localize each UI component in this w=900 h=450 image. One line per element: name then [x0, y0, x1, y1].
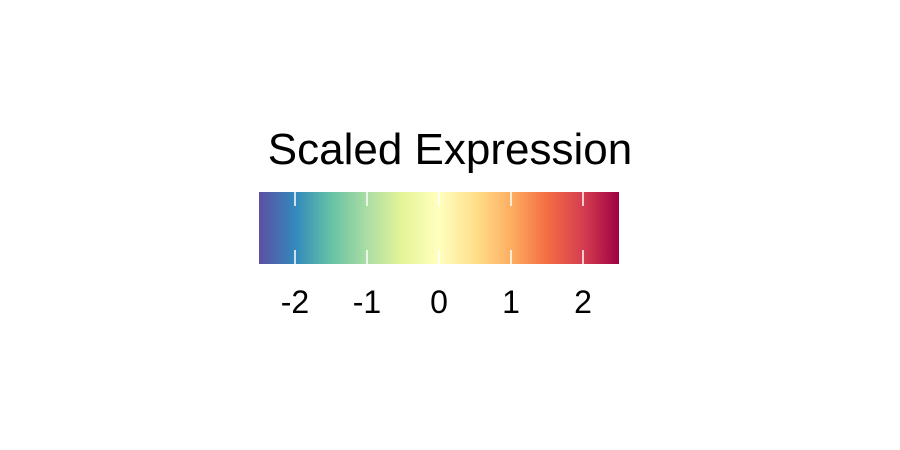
legend-title: Scaled Expression [267, 125, 633, 174]
colorbar-tick-label: 2 [574, 284, 592, 320]
colorbar-tick-label: -1 [353, 284, 381, 320]
colorbar-tick-label: 1 [502, 284, 520, 320]
colorbar-tick-label: -2 [281, 284, 309, 320]
colorbar-tick-label: 0 [430, 284, 448, 320]
